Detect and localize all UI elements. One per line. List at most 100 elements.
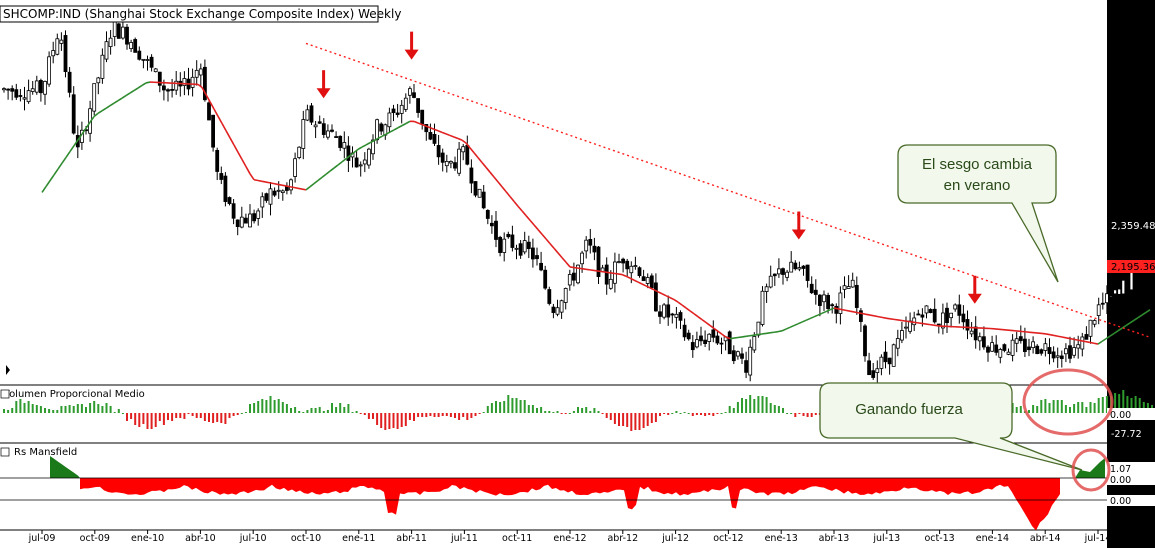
volume-bar <box>577 407 579 413</box>
candle-body <box>945 307 949 324</box>
moving-average-segment <box>733 336 739 339</box>
volume-bar <box>413 413 415 421</box>
moving-average-segment <box>753 333 759 336</box>
candle <box>498 235 503 257</box>
candle-body <box>781 268 785 275</box>
candle-body <box>219 173 224 180</box>
candle-body <box>867 360 871 376</box>
moving-average-segment <box>317 176 323 182</box>
candle-body <box>477 188 482 198</box>
volume-bar <box>560 413 563 414</box>
volume-bar <box>1073 404 1076 413</box>
candle-body <box>891 344 896 367</box>
volume-bar <box>1097 398 1100 413</box>
candle-body <box>145 59 150 61</box>
candle-body <box>338 135 343 148</box>
candle <box>256 208 261 226</box>
moving-average-segment <box>837 308 843 311</box>
volume-bar <box>39 406 42 413</box>
moving-average-segment <box>401 122 407 127</box>
moving-average-segment <box>745 334 751 338</box>
moving-average-segment <box>509 196 515 202</box>
moving-average-segment <box>501 186 507 193</box>
moving-average-segment <box>833 307 839 310</box>
candle <box>674 306 679 329</box>
moving-average-segment <box>141 82 147 87</box>
volume-bar <box>15 401 18 413</box>
volume-bar <box>1048 403 1051 413</box>
candle-body <box>489 222 494 227</box>
volume-bar <box>732 408 735 413</box>
candle-body <box>764 286 769 292</box>
moving-average-segment <box>1129 319 1135 324</box>
candle-body <box>235 219 240 228</box>
candle-body <box>321 123 326 135</box>
volume-bar <box>1015 407 1018 413</box>
mansfield-collapse-icon[interactable] <box>0 447 10 457</box>
volume-bar <box>716 413 719 414</box>
candle-body <box>420 109 425 125</box>
candle-body <box>969 330 974 335</box>
candle-body <box>342 142 347 149</box>
moving-average-segment <box>517 205 523 212</box>
volume-bar <box>1044 399 1047 413</box>
candle-body <box>1109 295 1113 298</box>
mansfield-positive-area <box>50 456 80 478</box>
volume-bar <box>183 413 186 419</box>
volume-bar <box>572 411 575 413</box>
moving-average-segment <box>757 333 763 336</box>
candle-body <box>125 26 129 45</box>
volume-bar <box>1122 390 1125 413</box>
volume-bar <box>7 410 10 413</box>
volume-bar <box>777 406 780 413</box>
volume-bar <box>601 413 604 414</box>
peak-arrow-head <box>791 229 806 240</box>
candle <box>969 321 974 338</box>
moving-average-segment <box>1081 340 1087 343</box>
candle-body <box>1023 338 1027 352</box>
candle <box>633 256 638 270</box>
volume-bar <box>85 407 87 413</box>
volume-bar <box>679 413 682 414</box>
candle <box>153 67 158 73</box>
candle-body <box>55 38 60 55</box>
candle-body <box>207 102 211 121</box>
candle-body <box>838 292 843 314</box>
moving-average-segment <box>1141 311 1147 316</box>
candle <box>863 324 867 362</box>
mansfield-highlight-circle <box>1071 448 1111 492</box>
volume-bar <box>449 413 452 417</box>
scroll-left-icon[interactable] <box>6 365 10 375</box>
volume-bar <box>654 413 657 422</box>
candle-body <box>243 217 248 224</box>
moving-average-segment <box>425 125 431 129</box>
candle-body <box>104 41 109 60</box>
moving-average-segment <box>297 187 303 190</box>
volume-bar <box>294 407 297 413</box>
volume-bar <box>93 401 96 413</box>
candle <box>227 196 232 206</box>
volume-bar <box>27 401 30 413</box>
candle-body <box>268 188 273 205</box>
moving-average-segment <box>273 182 279 186</box>
volume-bar <box>736 402 739 413</box>
candle <box>494 210 498 248</box>
moving-average-segment <box>685 307 691 312</box>
volume-bar <box>695 413 698 415</box>
candle <box>104 31 109 63</box>
candle <box>801 265 806 276</box>
volume-bar <box>802 413 805 416</box>
candle <box>412 83 416 99</box>
volume-collapse-icon[interactable] <box>0 389 10 399</box>
candle <box>440 148 445 172</box>
volume-bar <box>773 405 776 413</box>
volume-bar <box>150 413 153 429</box>
candle-body <box>223 175 228 202</box>
volume-bar <box>1089 402 1092 413</box>
moving-average-segment <box>405 120 411 125</box>
candle-body <box>391 108 396 114</box>
volume-bar <box>1142 402 1145 413</box>
candle <box>420 109 425 130</box>
mansfield-bottom-label: 0.00 <box>1110 496 1131 507</box>
candle <box>563 287 568 310</box>
